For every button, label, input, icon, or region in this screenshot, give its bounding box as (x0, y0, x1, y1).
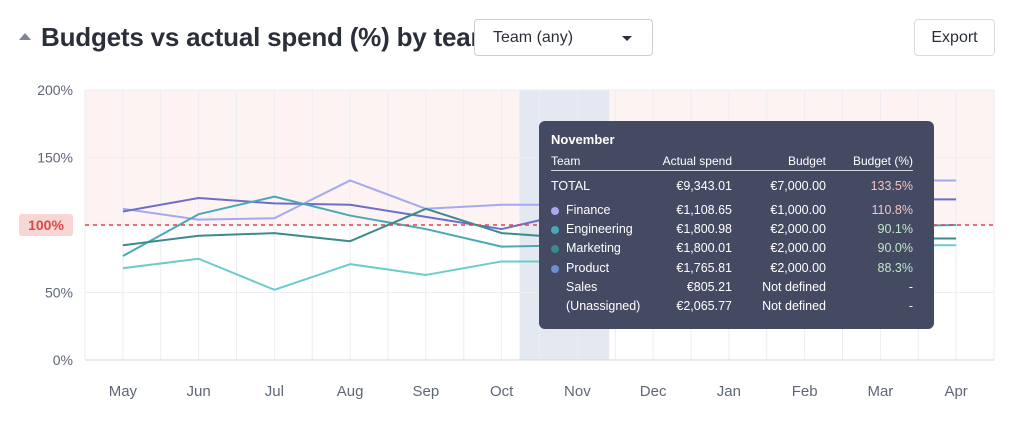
tooltip-row-actual: €2,065.77 (676, 299, 732, 313)
tooltip-header-team: Team (551, 154, 581, 168)
tooltip-row-team: (Unassigned) (566, 299, 641, 313)
x-tick-label: Jul (265, 383, 284, 400)
tooltip-row-actual: €1,108.65 (676, 203, 732, 217)
tooltip-row-team: Finance (566, 203, 611, 217)
x-tick-label: Sep (413, 383, 440, 400)
tooltip-row-actual: €805.21 (686, 280, 732, 294)
tooltip-row-team: Product (566, 261, 610, 275)
tooltip-header-actual: Actual spend (662, 154, 732, 168)
tooltip-row-pct: 133.5% (870, 179, 913, 193)
y-tick-label: 0% (53, 352, 73, 368)
tooltip-row-pct: 90.1% (877, 222, 913, 236)
tooltip-header-pct: Budget (%) (852, 154, 913, 168)
chart-tooltip: November Team Actual spend Budget Budget… (539, 121, 934, 329)
legend-dot-icon (551, 207, 559, 215)
tooltip-row-actual: €1,800.01 (676, 241, 732, 255)
y-tick-label: 150% (37, 150, 73, 166)
target-badge (19, 214, 73, 236)
caret-down-icon (622, 36, 632, 41)
team-filter-select[interactable]: Team (any) (474, 19, 653, 56)
tooltip-row-team: Marketing (566, 241, 621, 255)
tooltip-row-budget: Not defined (762, 299, 826, 313)
x-tick-label: May (109, 383, 138, 400)
tooltip-title: November (551, 132, 615, 147)
x-tick-label: Nov (564, 383, 591, 400)
x-tick-label: Mar (867, 383, 893, 400)
tooltip-row-budget: €1,000.00 (770, 203, 826, 217)
chart-header: Budgets vs actual spend (%) by team Team… (0, 0, 1014, 70)
x-tick-label: Feb (792, 383, 818, 400)
tooltip-row: TOTAL €9,343.01 €7,000.00 133.5% (551, 178, 913, 196)
tooltip-row-budget: €2,000.00 (770, 241, 826, 255)
legend-dot-icon (551, 226, 559, 234)
tooltip-row-pct: 110.8% (871, 203, 913, 217)
x-tick-label: Aug (337, 383, 364, 400)
tooltip-row-actual: €1,800.98 (676, 222, 732, 236)
target-badge-label: 100% (28, 217, 64, 233)
tooltip-header-budget: Budget (787, 154, 826, 168)
tooltip-row-pct: - (908, 299, 913, 313)
tooltip-row-team: Engineering (566, 222, 633, 236)
y-tick-label: 50% (45, 285, 73, 301)
legend-dot-icon (551, 245, 559, 253)
tooltip-row-budget: €7,000.00 (770, 179, 826, 193)
team-filter-value: Team (any) (493, 29, 574, 46)
tooltip-header-row: Team Actual spend Budget Budget (%) (551, 153, 913, 171)
tooltip-row: Sales €805.21 Not defined - (551, 279, 913, 297)
tooltip-row: Engineering €1,800.98 €2,000.00 90.1% (551, 221, 913, 239)
x-tick-label: Dec (640, 383, 667, 400)
tooltip-row-team: TOTAL (551, 179, 591, 193)
chart-title: Budgets vs actual spend (%) by team (41, 22, 494, 52)
tooltip-row-pct: - (908, 280, 913, 294)
tooltip-row-budget: Not defined (762, 280, 826, 294)
y-tick-label: 200% (37, 82, 73, 98)
tooltip-row-actual: €9,343.01 (676, 179, 732, 193)
tooltip-row: Finance €1,108.65 €1,000.00 110.8% (551, 202, 913, 220)
legend-dot-icon (551, 265, 559, 273)
x-tick-label: Apr (944, 383, 967, 400)
tooltip-row-pct: 90.0% (877, 241, 913, 255)
tooltip-row: (Unassigned) €2,065.77 Not defined - (551, 298, 913, 316)
tooltip-row-pct: 88.3% (877, 261, 913, 275)
tooltip-row-actual: €1,765.81 (676, 261, 732, 275)
tooltip-row-team: Sales (566, 280, 598, 294)
export-button[interactable]: Export (914, 19, 995, 56)
x-tick-label: Jan (717, 383, 741, 400)
tooltip-row-budget: €2,000.00 (770, 222, 826, 236)
tooltip-row: Product €1,765.81 €2,000.00 88.3% (551, 260, 913, 278)
tooltip-row-budget: €2,000.00 (770, 261, 826, 275)
collapse-triangle-icon[interactable] (19, 33, 31, 40)
x-tick-label: Oct (490, 383, 514, 400)
x-tick-label: Jun (187, 383, 211, 400)
tooltip-row: Marketing €1,800.01 €2,000.00 90.0% (551, 240, 913, 258)
